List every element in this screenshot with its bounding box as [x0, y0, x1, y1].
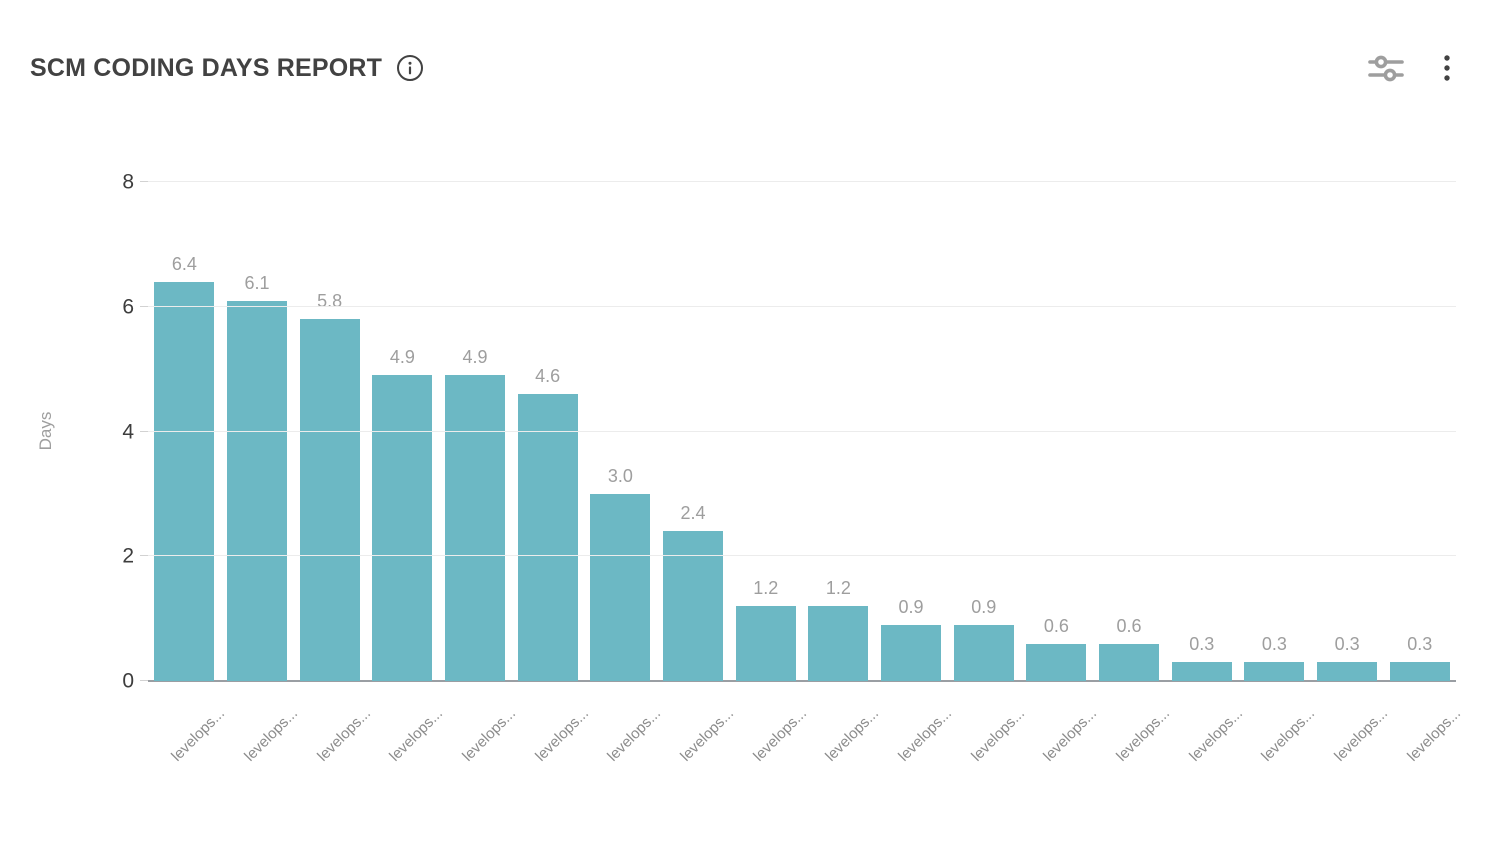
bar-value-label: 4.9 [389, 347, 415, 368]
gridline [148, 181, 1456, 182]
bar-slot: 5.8 levelops... [293, 182, 374, 765]
bar[interactable] [1099, 643, 1160, 681]
bar-value-label: 5.8 [317, 291, 343, 312]
bar[interactable] [1244, 662, 1305, 681]
bar[interactable] [1026, 643, 1087, 681]
bar-slot: 1.2 levelops... [729, 182, 810, 765]
bar[interactable] [735, 606, 796, 681]
bar-value-label: 0.3 [1261, 634, 1287, 655]
header-actions [1368, 50, 1460, 86]
y-tick-label: 2 [122, 544, 134, 568]
bar-slot: 2.4 levelops... [657, 182, 737, 765]
bar-slot: 0.9 levelops... [947, 182, 1028, 765]
y-tick-label: 0 [122, 669, 134, 693]
widget-header: SCM CODING DAYS REPORT [30, 50, 1460, 86]
bar-value-label: 0.9 [898, 596, 924, 617]
bar-slot: 0.3 levelops... [1383, 182, 1464, 765]
bar[interactable] [227, 300, 287, 681]
bar[interactable] [517, 394, 578, 681]
page-title: SCM CODING DAYS REPORT [30, 53, 383, 82]
bar-value-label: 4.6 [535, 366, 561, 387]
bar[interactable] [1389, 662, 1450, 681]
y-tick-mark [140, 555, 148, 557]
bar[interactable] [663, 531, 724, 681]
bar[interactable] [808, 606, 869, 681]
bar-value-label: 0.3 [1189, 634, 1215, 655]
bar-slot: 4.9 levelops... [439, 182, 519, 765]
bar[interactable] [372, 375, 433, 681]
bar[interactable] [1171, 662, 1232, 681]
bar-slot: 0.9 levelops... [875, 182, 955, 765]
bar-slot: 0.6 levelops... [1020, 182, 1100, 765]
y-tick-label: 4 [122, 420, 134, 443]
bar-value-label: 4.9 [462, 347, 488, 368]
bar-slot: 0.3 levelops... [1238, 182, 1318, 765]
kebab-menu-icon[interactable] [1434, 50, 1460, 86]
bar-value-label: 0.3 [1334, 634, 1360, 655]
bar-slot: 6.1 levelops... [221, 182, 301, 765]
bar-value-label: 3.0 [607, 465, 633, 486]
bar[interactable] [881, 624, 942, 681]
bar-value-label: 0.6 [1116, 615, 1142, 636]
bar-value-label: 2.4 [680, 503, 706, 524]
gridline [148, 555, 1456, 557]
y-tick-mark [140, 680, 148, 681]
bar-value-label: 1.2 [825, 578, 851, 599]
gridline [148, 430, 1456, 432]
info-icon[interactable] [396, 54, 424, 82]
bar[interactable] [590, 493, 651, 681]
y-tick-label: 6 [122, 295, 134, 319]
bar-slot: 0.6 levelops... [1093, 182, 1173, 765]
sliders-icon[interactable] [1368, 50, 1404, 86]
bar[interactable] [445, 375, 506, 681]
bar[interactable] [953, 624, 1014, 681]
bar-value-label: 6.4 [171, 253, 197, 274]
bar[interactable] [299, 319, 360, 681]
y-tick-mark [140, 430, 148, 432]
bar[interactable] [1317, 662, 1378, 681]
bar-slot: 0.3 levelops... [1311, 182, 1391, 765]
bar-value-label: 0.3 [1407, 634, 1433, 655]
bar-slot: 0.3 levelops... [1165, 182, 1246, 765]
gridline [148, 305, 1456, 307]
y-tick-mark [140, 181, 148, 182]
bar-slot: 4.9 levelops... [366, 182, 446, 765]
bar-slot: 6.4 levelops... [148, 182, 228, 765]
bar-value-label: 6.1 [244, 272, 270, 293]
bar-slot: 1.2 levelops... [802, 182, 882, 765]
x-axis-line [148, 680, 1456, 682]
title-group: SCM CODING DAYS REPORT [30, 54, 424, 83]
plot-area: 6.4 levelops... 6.1 levelops... 5.8 levelops.… [122, 172, 1464, 765]
y-tick-mark [140, 305, 148, 307]
bar-value-label: 0.6 [1043, 615, 1069, 636]
bar-slot: 3.0 levelops... [584, 182, 664, 765]
bar[interactable] [154, 281, 215, 681]
bar-value-label: 1.2 [753, 578, 779, 599]
bars-container: 6.4 levelops... 6.1 levelops... 5.8 levelops.… [148, 182, 1464, 765]
y-axis-title: Days [36, 411, 55, 451]
y-tick-label: 8 [122, 170, 134, 194]
bar-slot: 4.6 levelops... [511, 182, 592, 765]
bar-value-label: 0.9 [971, 596, 997, 617]
